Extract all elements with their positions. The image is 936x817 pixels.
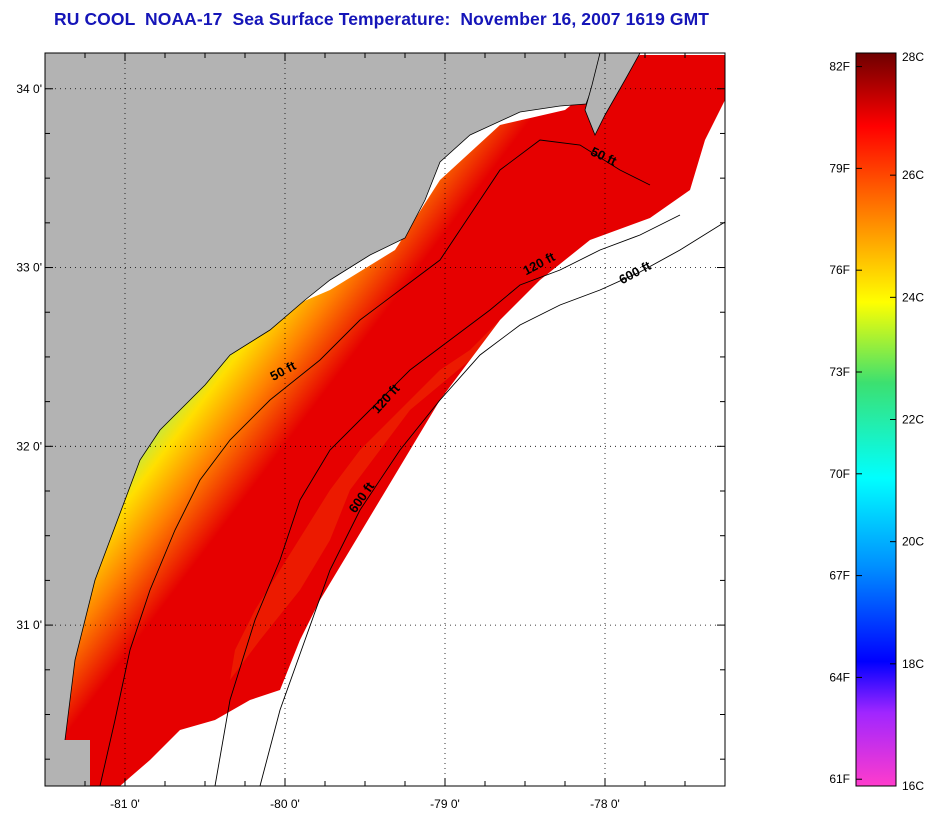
graticule <box>45 53 725 786</box>
fahrenheit-tick-label: 76F <box>829 263 850 277</box>
land-southwest <box>45 740 90 786</box>
fahrenheit-tick-label: 70F <box>829 467 850 481</box>
celsius-tick-label: 22C <box>902 413 924 427</box>
fahrenheit-tick-label: 67F <box>829 569 850 583</box>
colorbar <box>855 52 897 787</box>
axis-ticks: -81 0' -80 0' -79 0' -78 0' 34 0' 33 0' 32 0' 3… <box>16 53 726 811</box>
celsius-tick-label: 16C <box>902 779 924 793</box>
celsius-tick-label: 24C <box>902 290 924 304</box>
celsius-tick-label: 18C <box>902 657 924 671</box>
contour-600ft <box>259 221 725 786</box>
lon-tick-label: -79 0' <box>430 797 460 811</box>
celsius-tick-label: 28C <box>902 50 924 64</box>
gulf-stream-warm-core <box>230 320 500 680</box>
celsius-tick-label: 20C <box>902 535 924 549</box>
fahrenheit-tick-label: 79F <box>829 161 850 175</box>
contour-50ft <box>99 139 651 786</box>
land-mass <box>45 53 601 786</box>
fahrenheit-tick-label: 82F <box>829 60 850 74</box>
fahrenheit-tick-label: 64F <box>829 670 850 684</box>
lat-tick-label: 32 0' <box>16 439 42 453</box>
lat-tick-label: 34 0' <box>16 82 42 96</box>
lon-tick-label: -80 0' <box>270 797 300 811</box>
map-frame <box>44 52 726 787</box>
sst-field <box>45 55 725 786</box>
fahrenheit-tick-label: 73F <box>829 365 850 379</box>
lon-tick-label: -81 0' <box>110 797 140 811</box>
map-title: RU COOL NOAA-17 Sea Surface Temperature:… <box>54 9 710 29</box>
colorbar-ticks: 16C 18C 20C 22C 24C 26C 28C 61F 64F 67F 70F 73F 76F 7… <box>829 50 924 793</box>
lat-tick-label: 33 0' <box>16 261 42 275</box>
fahrenheit-tick-label: 61F <box>829 772 850 786</box>
lon-tick-label: -78 0' <box>590 797 620 811</box>
contour-120ft <box>214 214 681 786</box>
lat-tick-label: 31 0' <box>16 618 42 632</box>
northern-sound <box>584 53 641 136</box>
celsius-tick-label: 26C <box>902 168 924 182</box>
